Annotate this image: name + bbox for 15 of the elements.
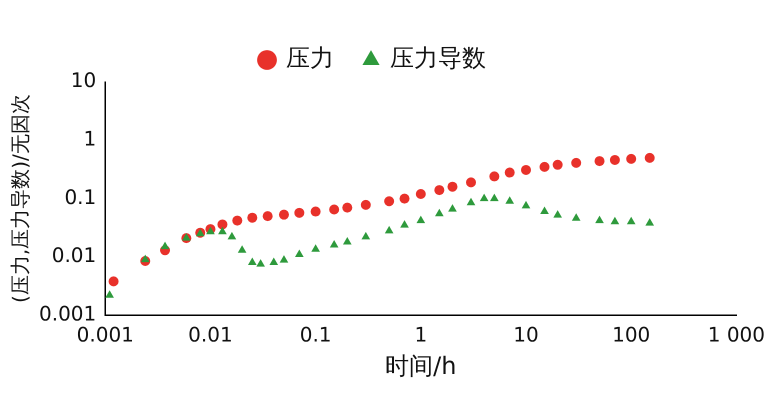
x-tick-label: 1 000 <box>708 322 766 346</box>
legend-label: 压力 <box>286 44 334 72</box>
y-tick-label: 1 <box>84 126 96 151</box>
y-tick-label: 0.1 <box>64 184 96 209</box>
x-tick-label: 0.1 <box>300 322 332 346</box>
y-tick-label: 0.01 <box>52 243 96 268</box>
x-tick-label: 100 <box>612 322 650 346</box>
y-tick-label: 10 <box>70 68 96 92</box>
x-axis-title: 时间/h <box>385 352 456 380</box>
legend-label: 压力导数 <box>390 44 486 72</box>
y-axis-title: (压力,压力导数)/无因次 <box>8 94 32 303</box>
x-tick-label: 10 <box>513 322 539 346</box>
y-tick-label: 0.001 <box>38 301 96 326</box>
x-tick-label: 1 <box>414 322 428 346</box>
x-tick-label: 0.01 <box>188 322 233 346</box>
